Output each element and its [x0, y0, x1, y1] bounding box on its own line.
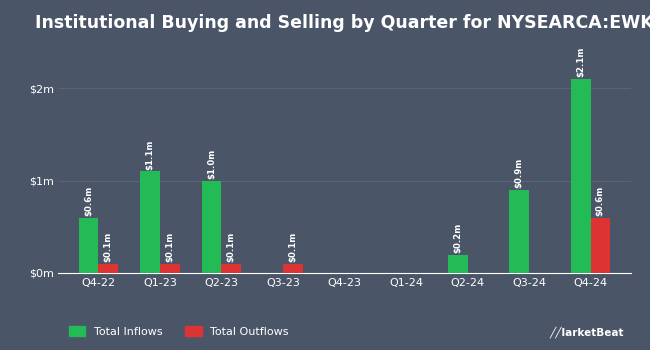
Text: $0.6m: $0.6m: [84, 186, 93, 216]
Bar: [590, 218, 610, 273]
Text: $1.0m: $1.0m: [207, 148, 216, 179]
Text: $0.1m: $0.1m: [289, 232, 297, 262]
Bar: [222, 264, 241, 273]
Text: $2.1m: $2.1m: [576, 47, 585, 77]
Bar: [448, 254, 467, 273]
Bar: [99, 264, 118, 273]
Bar: [79, 218, 99, 273]
Title: Institutional Buying and Selling by Quarter for NYSEARCA:EWK: Institutional Buying and Selling by Quar…: [35, 14, 650, 32]
Bar: [202, 181, 222, 273]
Bar: [510, 190, 529, 273]
Text: $0.9m: $0.9m: [515, 158, 524, 188]
Text: $0.6m: $0.6m: [596, 186, 605, 216]
Text: $1.1m: $1.1m: [146, 139, 155, 169]
Bar: [160, 264, 179, 273]
Text: $0.1m: $0.1m: [104, 232, 113, 262]
Text: ╱╱larketBeat: ╱╱larketBeat: [549, 326, 624, 338]
Bar: [283, 264, 303, 273]
Legend: Total Inflows, Total Outflows: Total Inflows, Total Outflows: [64, 322, 293, 341]
Bar: [140, 172, 160, 273]
Text: $0.1m: $0.1m: [165, 232, 174, 262]
Text: $0.2m: $0.2m: [453, 222, 462, 253]
Bar: [571, 79, 590, 273]
Text: $0.1m: $0.1m: [227, 232, 236, 262]
